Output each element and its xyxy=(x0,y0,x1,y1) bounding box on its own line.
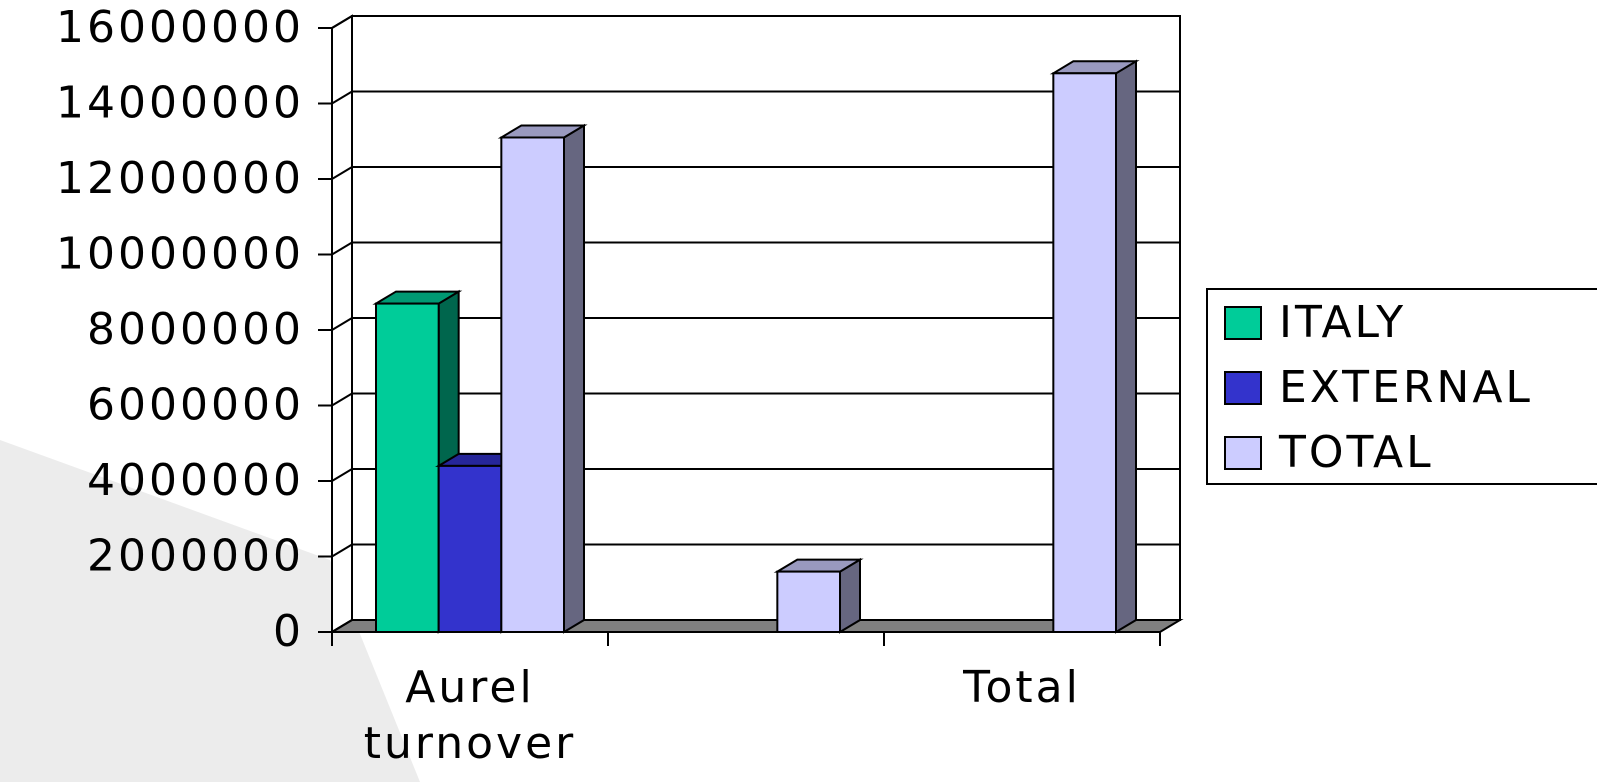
background-shape xyxy=(0,440,420,782)
grid-line-side xyxy=(331,317,353,331)
x-tick-label: Total xyxy=(963,662,1081,713)
y-tick-label: 2000000 xyxy=(87,531,304,582)
y-tick-label: 12000000 xyxy=(56,153,304,204)
grid-line-side xyxy=(331,468,353,482)
bar xyxy=(437,464,503,633)
legend-label: TOTAL xyxy=(1278,427,1434,478)
legend-label: EXTERNAL xyxy=(1279,362,1533,413)
grid-line-side xyxy=(331,241,353,256)
grid-line-side xyxy=(331,543,353,558)
grid-line-side xyxy=(331,392,353,407)
legend-swatch xyxy=(1224,436,1262,470)
y-tick-label: 10000000 xyxy=(56,229,304,280)
bar xyxy=(500,136,566,633)
bar-side xyxy=(563,123,585,634)
y-tick-label: 8000000 xyxy=(87,304,304,355)
bar xyxy=(1052,72,1118,634)
y-tick-label: 14000000 xyxy=(56,78,304,129)
bar-side xyxy=(1115,59,1137,634)
legend-label: ITALY xyxy=(1279,297,1406,348)
y-tick-label: 16000000 xyxy=(56,2,304,53)
legend-swatch xyxy=(1224,371,1262,405)
x-tick-label: Aurel turnover xyxy=(363,662,577,769)
grid-line-side xyxy=(331,15,353,29)
legend-box xyxy=(1206,288,1597,485)
bar xyxy=(776,570,841,633)
y-tick-label: 0 xyxy=(273,606,304,657)
y-tick-label: 4000000 xyxy=(87,455,304,506)
grid-line-side xyxy=(331,166,353,180)
bar xyxy=(375,302,440,633)
grid-line-side xyxy=(331,90,353,105)
legend-swatch xyxy=(1224,306,1262,340)
y-tick-label: 6000000 xyxy=(87,380,304,431)
grid-line-side xyxy=(331,619,353,633)
